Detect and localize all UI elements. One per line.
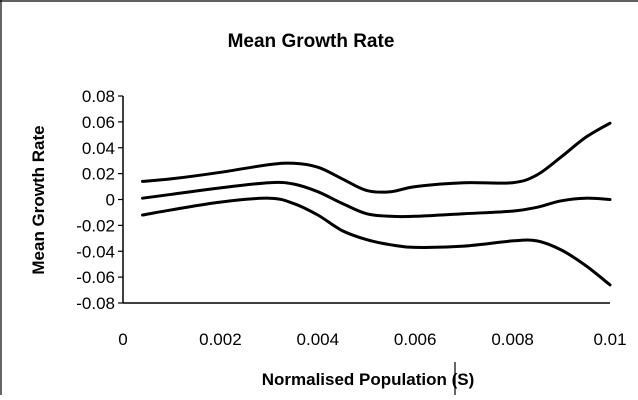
series-lower-bound-line (141, 196, 612, 287)
series-upper-bound-line (141, 121, 612, 194)
y-axis-title: Mean Growth Rate (29, 125, 48, 274)
chart-title: Mean Growth Rate (228, 31, 395, 52)
y-tick-label: 0.08 (82, 87, 115, 106)
x-tick-label: 0 (118, 330, 127, 349)
y-tick-label: 0.02 (82, 165, 115, 184)
y-tick-label: 0.04 (82, 139, 115, 158)
y-tick-label: -0.08 (76, 294, 115, 313)
series-mean-line (141, 180, 612, 219)
x-tick-label: 0.002 (199, 330, 242, 349)
x-axis-title: Normalised Population (S) (262, 370, 475, 389)
x-tick-label: 0.006 (394, 330, 437, 349)
y-tick-label: -0.06 (76, 268, 115, 287)
y-tick-label: -0.04 (76, 242, 115, 261)
x-tick-label: 0.008 (491, 330, 534, 349)
x-tick-label: 0.01 (593, 330, 626, 349)
plot-area: 0.080.060.040.020-0.02-0.04-0.06-0.080 0.… (76, 87, 626, 349)
x-tick-label: 0.004 (297, 330, 340, 349)
y-tick-label: -0.02 (76, 216, 115, 235)
y-tick-label: 0.06 (82, 113, 115, 132)
y-tick-label: 0 (106, 191, 115, 210)
